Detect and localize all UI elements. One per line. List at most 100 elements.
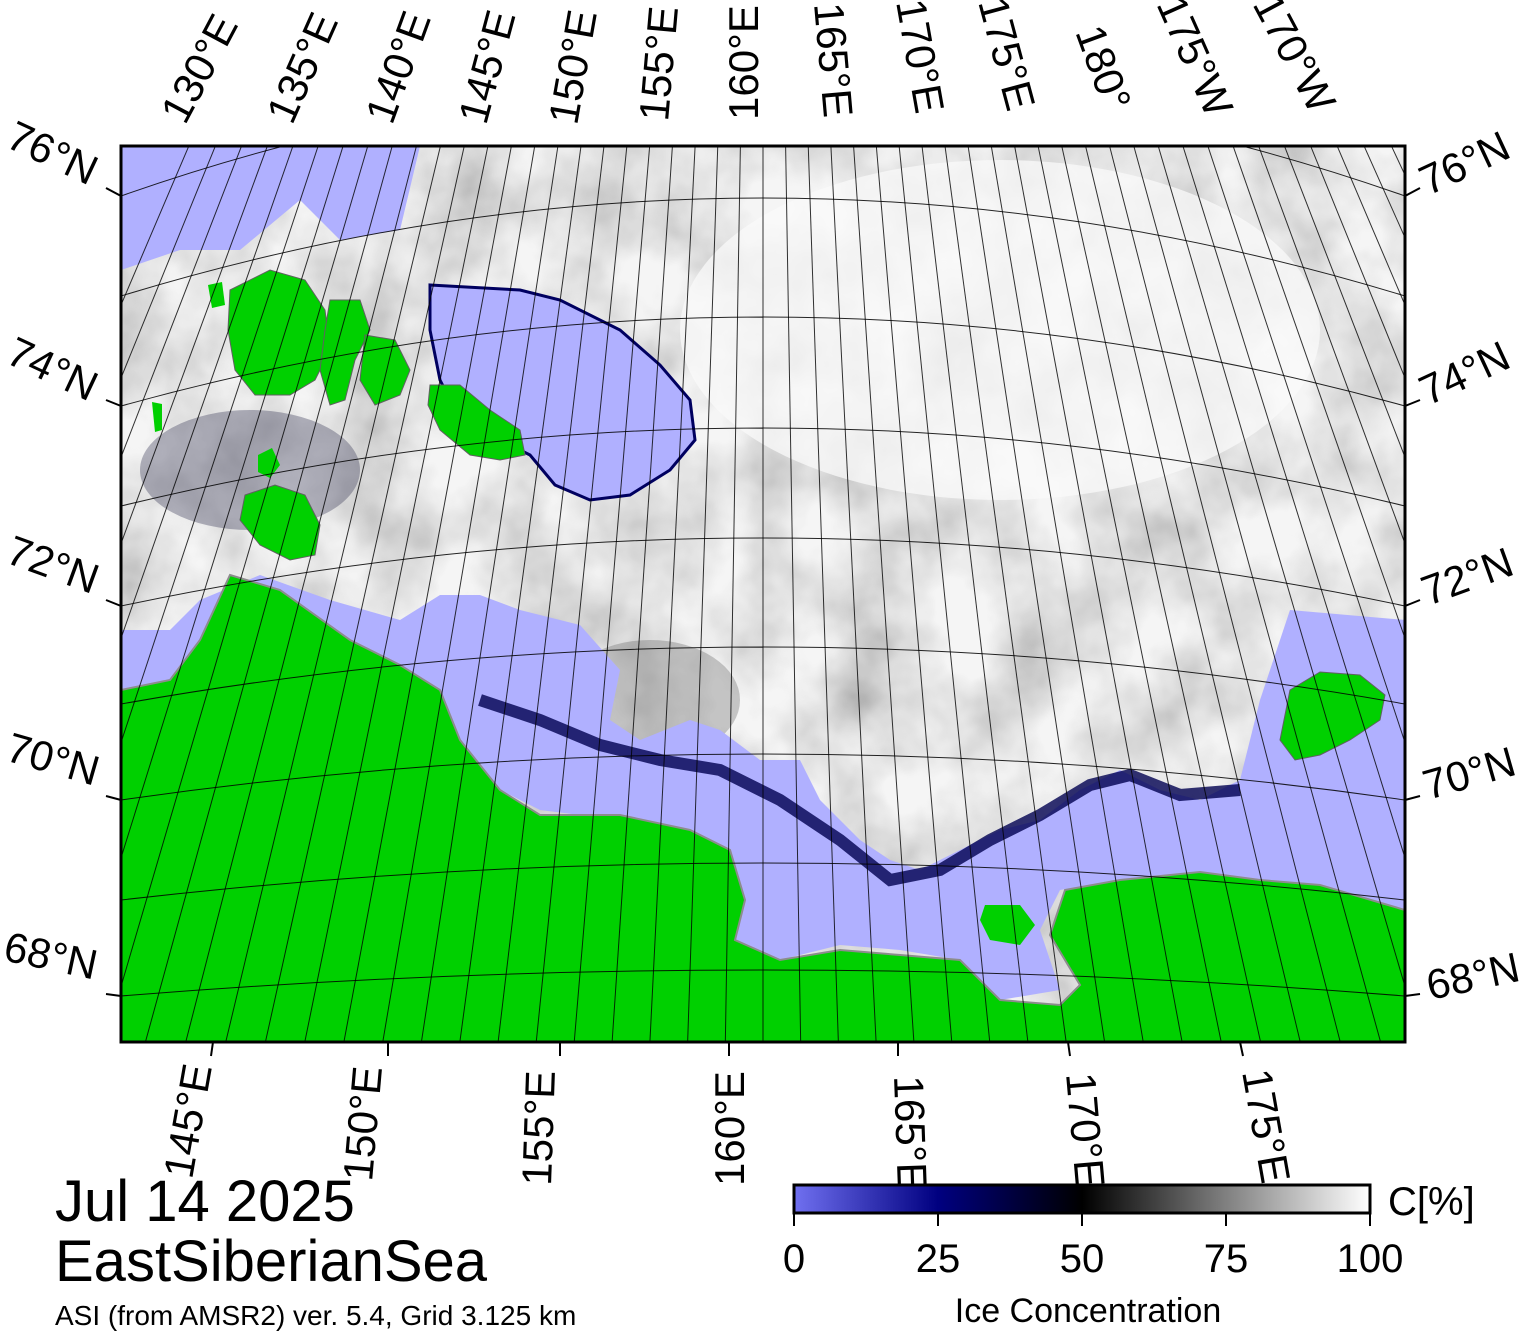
lon-label-top: 145°E [449, 5, 524, 128]
lon-label-top: 165°E [805, 1, 862, 120]
lon-label-top: 160°E [720, 5, 767, 120]
meridian-line [343, 146, 512, 1042]
lon-label-top: 180° [1067, 19, 1141, 117]
colorbar-gradient [792, 1183, 1372, 1215]
meridian-line [807, 146, 839, 1042]
meridian-line [898, 146, 991, 1042]
meridian-line [724, 146, 741, 1042]
meridian-line [420, 146, 559, 1042]
meridians [121, 146, 1405, 1042]
meridian-line [875, 146, 953, 1042]
meridian-line [687, 146, 719, 1042]
mainland-land [121, 573, 1405, 1042]
meridian-line [264, 146, 465, 1042]
lon-label-top: 140°E [356, 5, 439, 129]
lon-label-bottom: 170°E [1057, 1071, 1114, 1190]
lat-label-right: 76°N [1412, 122, 1517, 204]
meridian-line [921, 146, 1029, 1042]
right-latitude-labels: 76°N 74°N 72°N 70°N 68°N [1412, 122, 1524, 1009]
lon-label-top: 150°E [540, 6, 606, 127]
meridian-line [121, 146, 319, 745]
meridian-line [225, 146, 441, 1042]
new-siberia-island-west [359, 334, 411, 406]
meridian-line [944, 146, 1067, 1042]
colorbar-tick-label: 100 [1337, 1237, 1404, 1281]
kotelny-island [227, 269, 331, 396]
lon-label-top: 175°E [969, 0, 1044, 115]
meridian-line [830, 146, 877, 1042]
lon-label-top: 135°E [257, 6, 347, 130]
meridian-line [1037, 146, 1222, 1042]
lon-label-bottom: 175°E [1233, 1065, 1299, 1186]
lon-label-bottom: 145°E [155, 1060, 221, 1181]
lat-label-left: 70°N [2, 723, 105, 794]
meridian-line [1014, 146, 1183, 1042]
lon-label-top: 170°W [1244, 0, 1345, 120]
meridian-line [497, 146, 605, 1042]
lon-label-top: 170°E [887, 0, 953, 117]
colorbar-tick-label: 50 [1060, 1237, 1105, 1281]
meridian-line [535, 146, 628, 1042]
meridian-line [144, 146, 393, 1042]
colorbar-title: Ice Concentration [955, 1292, 1222, 1330]
meridian-line [1133, 146, 1382, 1042]
meridian-line [1109, 146, 1341, 1042]
lat-label-right: 74°N [1412, 332, 1517, 414]
meridian-line [459, 146, 582, 1042]
map-frame [119, 144, 1407, 1044]
lat-label-left: 68°N [0, 923, 102, 988]
meridian-line [121, 146, 268, 546]
bright-ice-patch [680, 160, 1320, 500]
meridian-line [1182, 146, 1405, 860]
small-island [152, 402, 162, 432]
meridian-line [573, 146, 651, 1042]
colorbar-tick-label: 25 [916, 1237, 961, 1281]
lat-label-right: 68°N [1422, 943, 1524, 1008]
colorbar-tick-label: 75 [1204, 1237, 1249, 1281]
lon-label-top: 175°W [1148, 0, 1243, 124]
meridian-line [649, 146, 696, 1042]
small-island [208, 282, 225, 308]
meridian-line [304, 146, 489, 1042]
small-island [258, 448, 280, 478]
lat-label-left: 76°N [0, 112, 105, 194]
meridian-line [785, 146, 802, 1042]
region-name: EastSiberianSea [55, 1229, 488, 1294]
top-longitude-labels: 130°E 135°E 140°E 145°E 150°E 155°E 160°… [151, 0, 1345, 130]
bolshoy-lyakhovsky-island [239, 484, 321, 561]
meridian-line [382, 146, 536, 1042]
meridian-line [1232, 146, 1405, 640]
meridian-line [611, 146, 673, 1042]
meridian-line [121, 146, 344, 860]
meridian-line [967, 146, 1106, 1042]
map-date: Jul 14 2025 [55, 1169, 355, 1234]
lat-label-right: 70°N [1418, 738, 1521, 809]
frame-ticks [105, 187, 1421, 1057]
meridian-line [121, 146, 369, 989]
meridian-line [1157, 146, 1405, 989]
lon-label-bottom: 165°E [885, 1075, 936, 1191]
meridian-line [1061, 146, 1262, 1042]
ice-edge-dark [478, 694, 1241, 887]
colorbar-unit: C[%] [1388, 1180, 1475, 1224]
lon-label-top: 130°E [151, 7, 246, 131]
data-source: ASI (from AMSR2) ver. 5.4, Grid 3.125 km [55, 1300, 577, 1331]
lon-label-bottom: 150°E [334, 1064, 391, 1183]
colorbar: 0 25 50 75 100 C[%] Ice Concentration [783, 1180, 1475, 1330]
colorbar-ticks [793, 1213, 1371, 1226]
meridian-line [853, 146, 915, 1042]
lon-label-top: 155°E [630, 4, 687, 123]
lon-label-bottom: 155°E [513, 1070, 564, 1186]
meridian-line [990, 146, 1144, 1042]
faddeyevsky-island [319, 299, 371, 406]
colorbar-tick-labels: 0 25 50 75 100 [783, 1237, 1404, 1281]
left-latitude-labels: 76°N 74°N 72°N 70°N 68°N [0, 112, 105, 989]
chaun-bay-land [980, 905, 1035, 945]
meridian-line [1207, 146, 1405, 745]
lat-label-left: 74°N [0, 328, 105, 410]
lon-label-bottom: 160°E [706, 1071, 753, 1186]
lat-label-right: 72°N [1415, 538, 1519, 614]
meridian-line [185, 146, 417, 1042]
meridian-line [1258, 146, 1405, 546]
